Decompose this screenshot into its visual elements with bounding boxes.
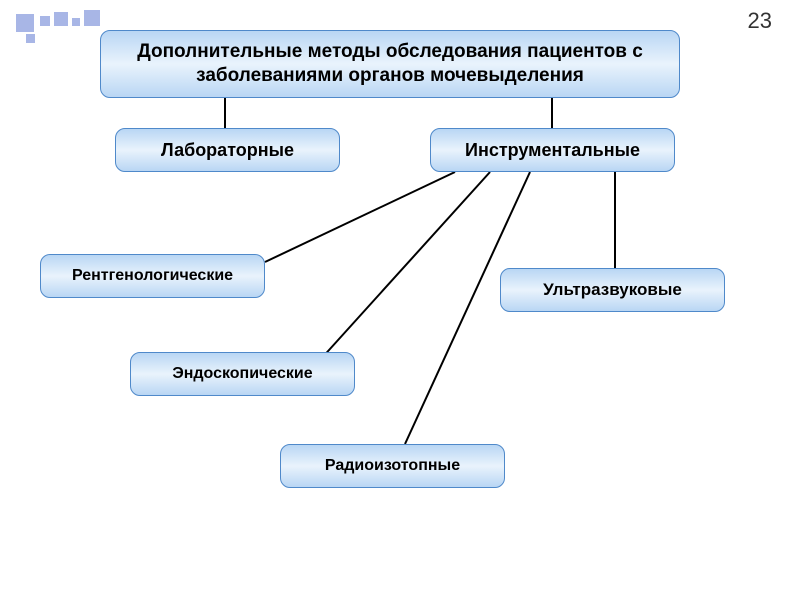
node-lab-label: Лабораторные: [161, 139, 294, 162]
node-lab: Лабораторные: [115, 128, 340, 172]
node-instr-label: Инструментальные: [465, 139, 640, 162]
node-radio: Радиоизотопные: [280, 444, 505, 488]
node-endo: Эндоскопические: [130, 352, 355, 396]
deco-square: [26, 34, 35, 43]
node-xray: Рентгенологические: [40, 254, 265, 298]
node-endo-label: Эндоскопические: [172, 364, 312, 384]
deco-square: [72, 18, 80, 26]
corner-decoration: [6, 6, 116, 40]
node-root-label: Дополнительные методы обследования пацие…: [111, 40, 669, 88]
node-root: Дополнительные методы обследования пацие…: [100, 30, 680, 98]
node-xray-label: Рентгенологические: [72, 266, 233, 286]
node-ultra-label: Ультразвуковые: [543, 279, 682, 300]
node-ultra: Ультразвуковые: [500, 268, 725, 312]
deco-square: [40, 16, 50, 26]
deco-square: [54, 12, 68, 26]
node-radio-label: Радиоизотопные: [325, 456, 460, 476]
deco-square: [16, 14, 34, 32]
node-instr: Инструментальные: [430, 128, 675, 172]
diagram-canvas: 23 Дополнительные методы обследования па…: [0, 0, 800, 600]
page-number: 23: [748, 8, 772, 34]
deco-square: [84, 10, 100, 26]
